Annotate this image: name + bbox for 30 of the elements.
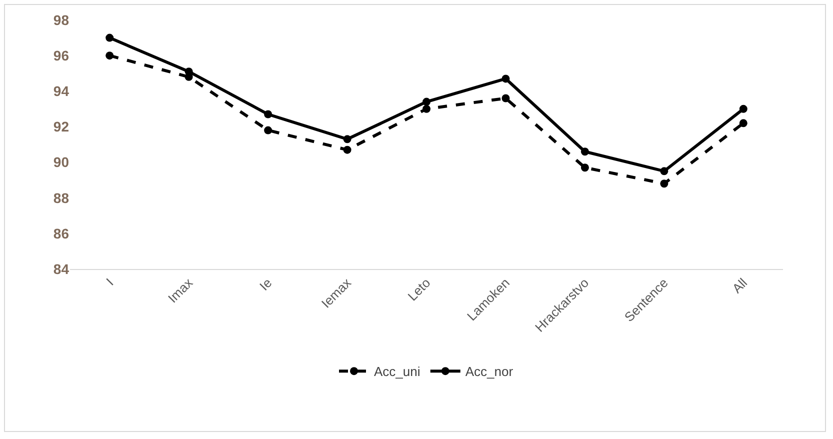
y-tick-label: 96 (53, 47, 70, 64)
x-tick-label: All (729, 275, 750, 296)
point (343, 135, 352, 144)
x-tick-label: I (103, 275, 116, 288)
point (264, 110, 272, 118)
point (580, 164, 589, 172)
y-tick-label: 84 (53, 260, 70, 277)
y-tick-label: 88 (53, 190, 70, 206)
y-tick-label: 90 (53, 154, 70, 170)
legend-label: Acc_uni (374, 364, 420, 380)
point (660, 167, 668, 176)
point (739, 104, 748, 113)
x-tick-label: Leto (404, 275, 434, 304)
point (422, 98, 430, 106)
point (502, 94, 510, 102)
point (264, 126, 272, 134)
point (343, 146, 352, 154)
point (502, 74, 510, 83)
point (106, 52, 114, 60)
point (660, 180, 668, 188)
y-tick-label: 92 (53, 118, 70, 135)
point (106, 34, 114, 42)
point (422, 104, 430, 113)
point (739, 119, 748, 128)
legend-label: Acc_nor (465, 364, 514, 380)
y-tick-label: 86 (53, 225, 70, 242)
point (580, 148, 589, 156)
y-tick-label: 98 (53, 12, 70, 28)
y-tick-label: 94 (53, 83, 70, 100)
x-tick-label: Ie (256, 275, 275, 294)
